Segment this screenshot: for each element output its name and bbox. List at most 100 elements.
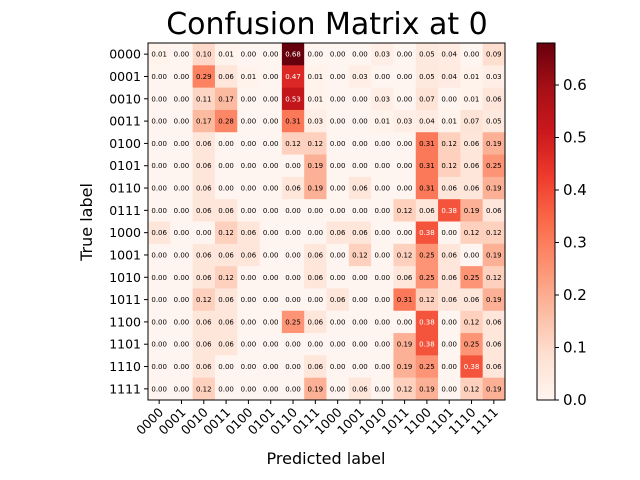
cell-value-label: 0.06	[308, 363, 324, 371]
heatmap-cell	[281, 132, 305, 155]
heatmap-cell	[304, 266, 327, 289]
heatmap-cell	[326, 154, 350, 178]
cell-value-label: 0.53	[285, 95, 301, 103]
heatmap-cell	[393, 176, 417, 200]
cell-value-label: 0.00	[330, 118, 346, 126]
cell-value-label: 0.06	[308, 251, 324, 259]
cell-value-label: 0.00	[263, 73, 279, 81]
heatmap-cell	[415, 221, 439, 245]
heatmap-cell	[482, 132, 506, 155]
heatmap-cell	[460, 243, 484, 267]
heatmap-cell	[371, 154, 394, 178]
cell-value-label: 0.06	[352, 185, 368, 193]
cell-value-label: 0.00	[241, 185, 257, 193]
cell-value-label: 0.00	[174, 73, 190, 81]
heatmap-cell	[348, 154, 372, 178]
cell-value-label: 0.00	[374, 274, 390, 282]
cell-value-label: 0.00	[397, 95, 413, 103]
cell-value-label: 0.00	[352, 274, 368, 282]
cell-value-label: 0.00	[374, 207, 390, 215]
cell-value-label: 0.00	[263, 251, 279, 259]
cell-value-label: 0.00	[218, 162, 234, 170]
heatmap-cell	[170, 87, 194, 111]
heatmap-cell	[237, 333, 260, 356]
cell-value-label: 0.00	[374, 296, 390, 304]
heatmap-cell	[371, 288, 394, 312]
cell-value-label: 0.19	[486, 185, 502, 193]
cell-value-label: 0.00	[174, 207, 190, 215]
cell-value-label: 0.12	[218, 274, 234, 282]
cell-value-label: 0.00	[352, 162, 368, 170]
heatmap-cell	[259, 43, 283, 66]
heatmap-cell	[170, 109, 194, 133]
cell-value-label: 0.06	[397, 274, 413, 282]
cell-value-label: 0.05	[486, 118, 502, 126]
heatmap-cell	[438, 310, 461, 334]
cell-value-label: 0.00	[352, 296, 368, 304]
cell-value-label: 0.06	[285, 185, 301, 193]
heatmap-cell	[371, 243, 394, 267]
cell-value-label: 0.00	[374, 185, 390, 193]
cell-value-label: 0.19	[308, 185, 324, 193]
cell-value-label: 0.00	[285, 363, 301, 371]
heatmap-cell	[192, 199, 216, 222]
cell-value-label: 0.19	[464, 207, 480, 215]
cell-value-label: 0.00	[330, 341, 346, 349]
heatmap-cell	[148, 65, 171, 89]
cell-value-label: 0.25	[464, 274, 480, 282]
heatmap-cell	[281, 199, 305, 222]
heatmap-cell	[371, 355, 394, 379]
heatmap-cell	[259, 377, 283, 401]
cell-value-label: 0.29	[196, 73, 212, 81]
heatmap-cell	[326, 132, 350, 155]
y-axis-label: True label	[77, 183, 96, 262]
colorbar-tick-label: 0.6	[563, 76, 587, 94]
colorbar-tick-label: 0.1	[563, 339, 587, 357]
cell-value-label: 0.00	[174, 274, 190, 282]
heatmap-cell	[460, 333, 484, 356]
heatmap-cell	[192, 109, 216, 133]
heatmap-cell	[237, 288, 260, 312]
chart-title: Confusion Matrix at 0	[166, 7, 488, 42]
x-axis-label: Predicted label	[267, 449, 386, 468]
heatmap-cell	[237, 176, 260, 200]
heatmap-cell	[460, 377, 484, 401]
heatmap-cell	[371, 109, 394, 133]
cell-value-label: 0.00	[374, 73, 390, 81]
cell-value-label: 0.00	[263, 51, 279, 59]
heatmap-cell	[326, 288, 350, 312]
heatmap-cell	[304, 355, 327, 379]
heatmap-cell	[192, 176, 216, 200]
heatmap-cell	[259, 243, 283, 267]
cell-value-label: 0.31	[285, 118, 301, 126]
heatmap-cell	[304, 221, 327, 245]
cell-value-label: 0.00	[308, 207, 324, 215]
x-axis-ticks: 0000000100100011010001010110011110001001…	[133, 400, 501, 438]
cell-value-label: 0.00	[397, 318, 413, 326]
heatmap-cell	[460, 266, 484, 289]
heatmap-cell	[304, 43, 327, 66]
heatmap-cell	[281, 176, 305, 200]
heatmap-cell	[214, 221, 238, 245]
y-tick-label: 0111	[109, 203, 141, 218]
cell-value-label: 0.06	[308, 274, 324, 282]
cell-value-label: 0.06	[196, 207, 212, 215]
heatmap-cell	[438, 333, 461, 356]
heatmap-cell	[482, 288, 506, 312]
heatmap-cell	[326, 199, 350, 222]
cell-value-label: 0.00	[241, 385, 257, 393]
heatmap-cell	[460, 132, 484, 155]
heatmap-cell	[259, 288, 283, 312]
y-tick-label: 0000	[109, 47, 141, 62]
heatmap-cell	[170, 221, 194, 245]
cell-value-label: 0.00	[285, 251, 301, 259]
cell-value-label: 0.05	[419, 51, 435, 59]
colorbar-tick-label: 0.3	[563, 234, 587, 252]
cell-value-label: 0.06	[218, 318, 234, 326]
heatmap-cell	[214, 199, 238, 222]
heatmap-cell	[482, 377, 506, 401]
cell-value-label: 0.06	[441, 274, 457, 282]
cell-value-label: 0.01	[218, 51, 234, 59]
heatmap-cell	[482, 310, 506, 334]
cell-value-label: 0.00	[174, 341, 190, 349]
